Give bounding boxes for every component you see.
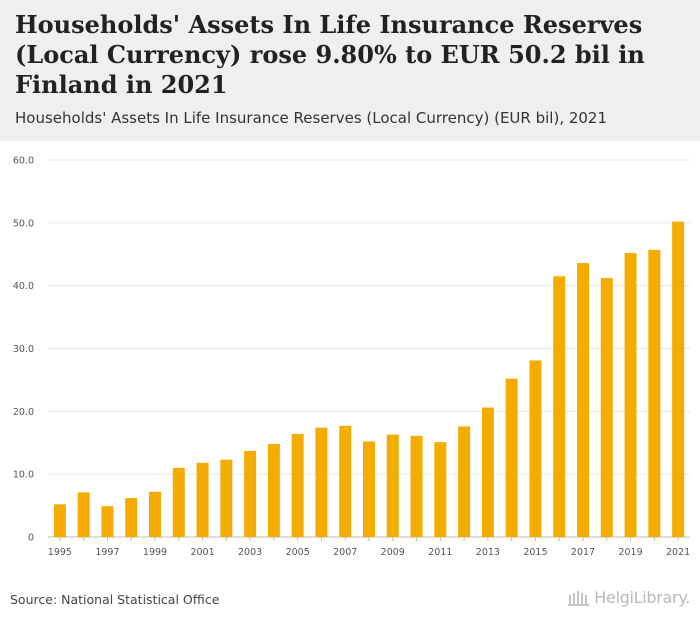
x-tick-label: 2009 [381, 547, 405, 558]
bar [363, 441, 375, 537]
x-tick-label: 1995 [48, 547, 72, 558]
y-tick-label: 50.0 [13, 218, 34, 229]
x-tick-label: 2005 [286, 547, 310, 558]
bar [434, 442, 447, 537]
bar [339, 425, 352, 537]
x-tick-label: 1999 [143, 547, 167, 558]
x-tick-label: 2021 [666, 547, 690, 558]
bar [172, 467, 185, 537]
bar [600, 278, 613, 537]
y-tick-label: 20.0 [13, 407, 34, 418]
header-panel: Households' Assets In Life Insurance Res… [0, 0, 700, 141]
bar [196, 462, 209, 537]
bar [481, 407, 494, 537]
brand-logo: HelgiLibrary. [568, 588, 690, 607]
bar [529, 360, 542, 537]
x-tick-label: 2001 [190, 547, 214, 558]
x-tick-label: 1997 [95, 547, 119, 558]
bar-chart: 0 10.0 20.0 30.0 40.0 50.0 60.0 1995 1997 1999 200… [13, 156, 690, 559]
y-tick-label: 30.0 [13, 344, 34, 355]
brand-name: HelgiLibrary. [594, 588, 690, 607]
bar [244, 450, 257, 537]
bar [386, 434, 399, 537]
bar [77, 492, 90, 537]
y-tick-label: 10.0 [13, 470, 34, 481]
bar [267, 444, 280, 537]
bar [101, 506, 114, 537]
bar [458, 426, 471, 537]
x-tick-label: 2015 [523, 547, 547, 558]
x-tick-label: 2017 [571, 547, 595, 558]
x-tick-label: 2019 [618, 547, 642, 558]
bar [315, 427, 328, 537]
library-icon [568, 590, 590, 606]
y-tick-label: 40.0 [13, 281, 34, 292]
source-note: Source: National Statistical Office [10, 592, 220, 607]
x-tick-label: 2007 [333, 547, 357, 558]
x-tick-label: 2013 [476, 547, 500, 558]
bar [577, 263, 589, 537]
bar [505, 378, 518, 537]
x-tick-label: 2003 [238, 547, 262, 558]
bar [149, 491, 161, 537]
chart-subtitle: Households' Assets In Life Insurance Res… [15, 109, 608, 127]
page-title: Households' Assets In Life Insurance Res… [15, 10, 645, 99]
bar [553, 276, 566, 537]
x-tick-label: 2011 [428, 547, 452, 558]
bar [648, 249, 661, 537]
bar [220, 459, 233, 537]
bar [125, 498, 138, 537]
y-tick-label: 0 [28, 533, 34, 544]
bar [672, 221, 685, 537]
bar [53, 504, 66, 537]
bar [624, 252, 637, 537]
y-tick-label: 60.0 [13, 156, 34, 167]
bar [291, 433, 304, 537]
bar [410, 435, 423, 537]
